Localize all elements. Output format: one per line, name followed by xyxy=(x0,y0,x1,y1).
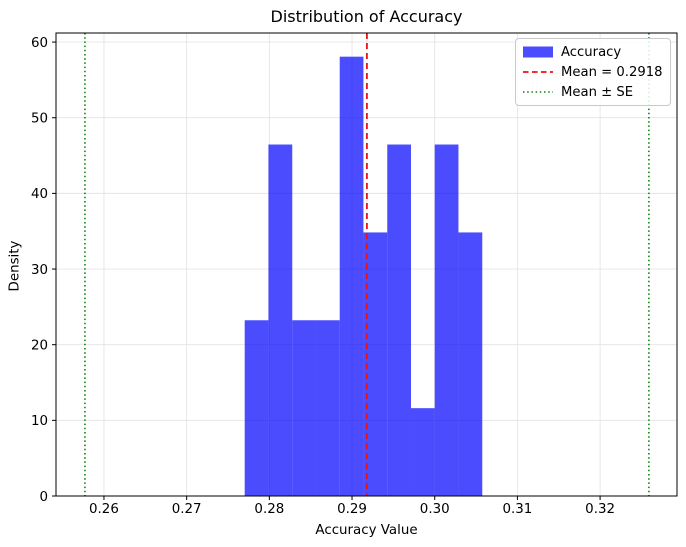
dotted-line-swatch-icon xyxy=(523,91,553,93)
y-tick-label: 60 xyxy=(31,36,48,51)
legend-label: Accuracy xyxy=(561,44,622,60)
y-tick-label: 40 xyxy=(31,187,48,202)
y-tick-label: 0 xyxy=(39,490,48,505)
histogram-bar xyxy=(363,232,388,496)
legend-item-0: Accuracy xyxy=(523,42,663,62)
histogram-bar xyxy=(244,320,269,496)
patch-swatch-icon xyxy=(523,46,553,58)
y-tick-label: 20 xyxy=(31,338,48,353)
chart-title: Distribution of Accuracy xyxy=(270,7,463,26)
legend-label: Mean ± SE xyxy=(561,84,634,100)
legend-item-1: Mean = 0.2918 xyxy=(523,62,663,82)
histogram-bar xyxy=(410,408,435,496)
histogram-bar xyxy=(387,144,411,496)
legend-item-2: Mean ± SE xyxy=(523,82,663,102)
x-tick-label: 0.29 xyxy=(337,502,367,517)
x-tick-label: 0.31 xyxy=(502,502,532,517)
legend-label: Mean = 0.2918 xyxy=(561,64,663,80)
legend: Accuracy Mean = 0.2918 Mean ± SE xyxy=(515,38,671,106)
x-tick-label: 0.26 xyxy=(89,502,119,517)
y-tick-label: 50 xyxy=(31,112,48,127)
x-tick-label: 0.32 xyxy=(585,502,615,517)
histogram-bar xyxy=(315,320,340,496)
histogram-bar xyxy=(339,56,364,497)
axes-frame xyxy=(55,32,678,497)
dashed-line-swatch-icon xyxy=(523,71,553,73)
x-tick-label: 0.27 xyxy=(172,502,202,517)
x-tick-label: 0.28 xyxy=(254,502,284,517)
histogram-bar xyxy=(434,144,459,496)
x-axis-label: Accuracy Value xyxy=(315,523,418,538)
histogram-bar xyxy=(268,144,293,496)
x-tick-label: 0.30 xyxy=(420,502,450,517)
y-tick-label: 10 xyxy=(31,414,48,429)
histogram-bar xyxy=(292,320,316,496)
histogram-bar xyxy=(458,232,483,496)
y-tick-label: 30 xyxy=(31,263,48,278)
